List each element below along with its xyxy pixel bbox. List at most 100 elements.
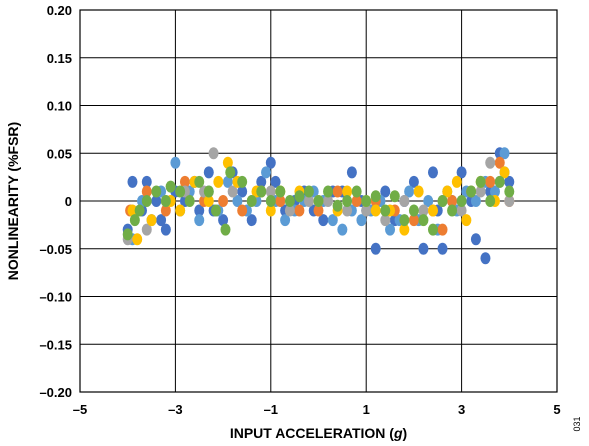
data-point [203,195,214,207]
data-point [442,185,453,198]
data-point [385,223,396,236]
data-point [194,175,205,188]
x-tick-label: –1 [264,402,278,417]
data-points [122,147,515,265]
data-point [389,190,400,203]
data-point [485,175,496,188]
data-point [275,195,286,207]
data-point [451,175,462,188]
data-point [227,185,238,198]
data-point [380,204,391,217]
data-point [184,195,195,207]
y-tick-label: –0.05 [39,242,72,257]
data-point [151,195,162,207]
data-point [380,214,391,227]
data-point [437,242,448,255]
data-point [342,185,353,198]
data-point [437,223,448,236]
data-point [475,175,486,188]
x-tick-label: –5 [73,402,87,417]
data-point [346,166,357,179]
data-point [284,204,295,217]
x-tick-label: 3 [458,402,465,417]
data-point [418,204,429,217]
data-point [408,214,419,227]
data-point [461,214,472,227]
data-point [408,175,419,188]
x-axis-title-text: INPUT ACCELERATION ( [230,425,394,441]
y-tick-label: 0.20 [47,3,72,18]
data-point [246,195,257,207]
data-point [456,204,467,217]
data-point [399,214,410,227]
y-tick-label: 0 [65,194,72,209]
x-axis-title-close: ) [403,425,408,441]
data-point [427,204,438,217]
data-point [218,214,229,227]
data-point [210,204,221,217]
y-tick-label: 0.05 [47,146,72,161]
data-point [470,233,481,246]
data-point [194,204,205,217]
data-point [399,195,410,207]
data-point [361,195,372,207]
data-point [122,228,133,241]
data-point [270,175,281,188]
data-point [418,214,429,227]
data-point [203,166,214,179]
data-point [427,223,438,236]
data-point [437,195,448,207]
data-point [399,223,410,236]
data-point [408,204,419,217]
data-point [141,223,152,236]
data-point [160,204,171,217]
data-point [418,242,429,255]
data-point [323,195,334,207]
data-point [494,156,505,169]
data-point [470,195,481,207]
data-point [141,185,152,198]
x-tick-label: 1 [363,402,370,417]
y-tick-label: –0.10 [39,290,72,305]
data-point [146,214,157,227]
x-tick-label: –3 [168,402,182,417]
data-point [480,252,491,265]
data-point [485,195,496,207]
data-point [404,185,415,198]
data-point [237,204,248,217]
data-point [447,204,458,217]
data-point [129,214,140,227]
data-point [456,195,467,207]
data-point [261,166,272,179]
x-tick-label: 5 [553,402,560,417]
data-point [160,223,171,236]
data-point [504,185,515,198]
data-point [370,204,381,217]
data-point [218,195,229,207]
data-point [225,166,236,179]
data-point [303,195,314,207]
data-point [237,175,248,188]
grid-lines [80,10,557,392]
y-tick-label: 0.10 [47,99,72,114]
data-point [332,185,343,198]
data-point [337,223,348,236]
data-point [303,185,314,198]
data-point [313,195,324,207]
data-point [141,195,152,207]
data-point [141,175,152,188]
data-point [332,199,343,212]
data-point [342,204,353,217]
data-point [318,214,329,227]
data-point [342,195,353,207]
data-point [127,175,138,188]
data-point [237,185,248,198]
x-tick-labels: –5 –3 –1 1 3 5 [73,402,561,417]
x-axis-title: INPUT ACCELERATION (g) [230,425,407,441]
data-point [132,233,143,246]
data-point [323,185,334,198]
data-point [504,175,515,188]
data-point [222,175,233,188]
data-point [170,156,181,169]
data-point [475,185,486,198]
